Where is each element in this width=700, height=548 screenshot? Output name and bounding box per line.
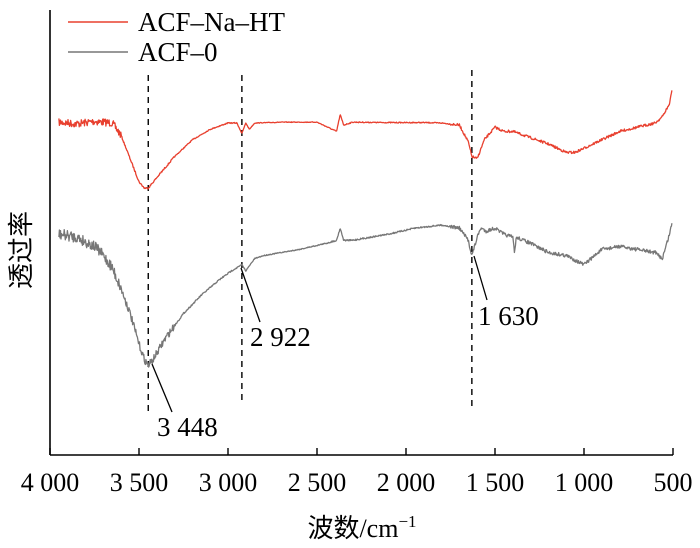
x-axis: 4 000 3 500 3 000 2 500 2 000 1 500 1 000 500 [21,10,693,497]
x-tick-label: 1 500 [466,468,525,497]
x-tick-label: 3 500 [110,468,169,497]
peak-label: 3 448 [157,412,218,442]
x-tick-label: 3 000 [199,468,258,497]
x-tick-label: 1 000 [555,468,614,497]
x-tick-label: 2 000 [377,468,436,497]
series-lines [58,90,673,368]
peak-label: 2 922 [250,322,311,352]
y-axis-title: 透过率 [7,211,36,289]
x-axis-title-main: 波数/cm [307,514,398,543]
reference-lines [147,70,473,412]
annotation-leader [240,267,261,323]
legend-label: ACF–0 [138,37,218,67]
peak-annotations: 3 448 2 922 1 630 [151,255,539,442]
x-tick-label: 2 500 [288,468,347,497]
annotation-leader [151,363,173,413]
x-tick-label: 4 000 [21,468,80,497]
x-axis-title: 波数/cm−1 [307,512,416,543]
series-line-acf-0 [58,223,673,368]
x-axis-title-superscript: −1 [398,512,416,531]
x-tick-label: 500 [654,468,693,497]
legend-label: ACF–Na–HT [138,7,286,37]
peak-label: 1 630 [478,301,539,331]
series-line-acf-na-ht [58,90,673,190]
annotation-leader [473,255,488,301]
